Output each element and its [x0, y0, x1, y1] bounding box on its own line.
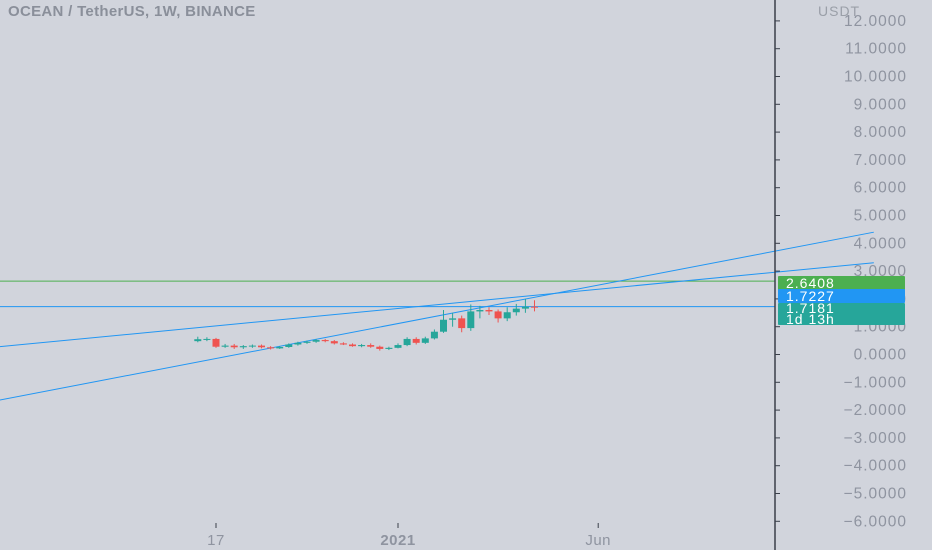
candle-body[interactable] [512, 308, 520, 313]
y-tick-label: 3.0000 [854, 263, 907, 280]
y-tick-label: 0.0000 [854, 347, 907, 364]
candle-body[interactable] [248, 345, 256, 347]
candle-body[interactable] [385, 347, 393, 349]
price-unit-label: USDT [818, 3, 861, 19]
candle-body[interactable] [367, 345, 375, 347]
y-tick-label: 10.0000 [844, 69, 907, 86]
y-tick-label: 5.0000 [854, 208, 907, 225]
y-tick-label: −2.0000 [844, 402, 907, 419]
blue-level-badge: 1.7227 [778, 289, 905, 303]
trendline[interactable] [0, 262, 874, 385]
x-tick-label: 2021 [380, 532, 415, 549]
candle-body[interactable] [349, 344, 356, 347]
y-tick-label: −1.0000 [844, 374, 907, 391]
candle-body[interactable] [303, 341, 311, 343]
y-tick-label: 12.0000 [844, 13, 907, 30]
candle-body[interactable] [321, 340, 329, 342]
y-tick-label: −6.0000 [844, 513, 907, 530]
candle-body[interactable] [467, 311, 475, 329]
y-tick-label: 8.0000 [854, 124, 907, 141]
candle-body[interactable] [376, 346, 384, 349]
y-tick-label: −5.0000 [844, 486, 907, 503]
y-tick-label: 7.0000 [854, 152, 907, 169]
candle-body[interactable] [339, 343, 347, 345]
y-tick-label: 4.0000 [854, 235, 907, 252]
candle-body[interactable] [476, 310, 484, 312]
candle-body[interactable] [531, 306, 538, 308]
candle-body[interactable] [221, 345, 229, 347]
candle-body[interactable] [485, 310, 493, 312]
candle-body[interactable] [521, 306, 529, 309]
x-tick-label: Jun [585, 532, 611, 549]
last-price-badge: 1.7181 1d 13h [778, 300, 905, 327]
candle-body[interactable] [330, 341, 338, 344]
candle-body[interactable] [230, 345, 238, 348]
candle-body[interactable] [503, 312, 511, 319]
candle-body[interactable] [203, 338, 211, 340]
candle-body[interactable] [194, 339, 202, 342]
last-price-value: 1.7181 [786, 300, 835, 316]
candle-body[interactable] [267, 347, 275, 349]
candle-body[interactable] [276, 346, 284, 349]
y-tick-label: −3.0000 [844, 430, 907, 447]
candle-body[interactable] [458, 318, 466, 329]
y-tick-label: 11.0000 [845, 41, 907, 58]
y-tick-label: 6.0000 [854, 180, 907, 197]
chart-title: OCEAN / TetherUS, 1W, BINANCE [8, 3, 256, 20]
candle-body[interactable] [430, 331, 438, 339]
candle-body[interactable] [258, 345, 265, 348]
candle-body[interactable] [212, 338, 220, 347]
candle-body[interactable] [494, 311, 502, 319]
trendline[interactable] [0, 231, 874, 477]
y-tick-label: 9.0000 [854, 96, 907, 113]
y-tick-label: −4.0000 [844, 458, 907, 475]
bar-countdown: 1d 13h [786, 311, 835, 327]
candle-body[interactable] [403, 338, 411, 346]
candle-body[interactable] [421, 338, 429, 343]
candle-body[interactable] [312, 340, 320, 342]
candle-body[interactable] [412, 338, 420, 343]
candle-body[interactable] [394, 345, 402, 348]
x-tick-label: 17 [207, 532, 225, 549]
candle-body[interactable] [358, 345, 366, 347]
candle-body[interactable] [449, 318, 457, 320]
candle-body[interactable] [440, 319, 447, 332]
green-level-badge: 2.6408 [778, 276, 905, 290]
candle-body[interactable] [285, 344, 293, 347]
candle-body[interactable] [239, 346, 247, 348]
candle-body[interactable] [294, 342, 302, 345]
